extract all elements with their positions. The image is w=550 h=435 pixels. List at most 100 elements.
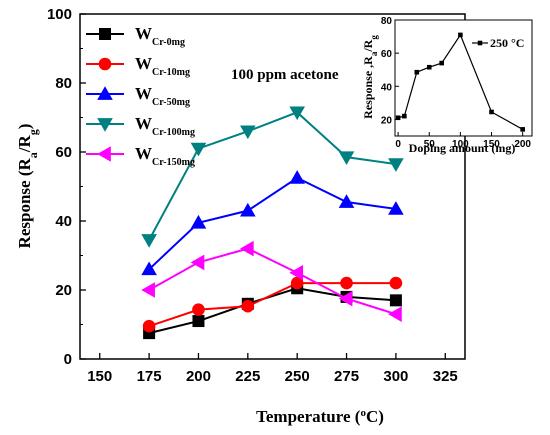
- inset-axis-ticks: 0 50 100 150 200 20 40 60 80: [381, 16, 532, 150]
- inset-x-tick-label: 0: [395, 139, 401, 150]
- x-tick-label: 250: [285, 368, 310, 385]
- legend-item: WCr-150mg: [86, 144, 195, 168]
- series-cr-50mg: [141, 170, 404, 276]
- inset-y-tick-label: 40: [381, 82, 393, 93]
- inset-legend: 250 °C: [472, 36, 524, 50]
- inset-x-tick-label: 150: [483, 139, 500, 150]
- series-line: [148, 176, 397, 271]
- series-cr-150mg: [141, 240, 402, 322]
- data-point: [142, 319, 156, 333]
- inset-plot-frame: [394, 19, 533, 137]
- data-point: [338, 290, 353, 307]
- legend-marker: [97, 146, 111, 162]
- x-tick-label: 300: [383, 368, 408, 385]
- data-point: [192, 315, 205, 328]
- data-point: [389, 276, 403, 290]
- y-tick-label: 40: [55, 213, 72, 230]
- data-point: [338, 151, 355, 165]
- inset-series-line: [397, 33, 523, 130]
- y-tick-label: 80: [55, 75, 72, 92]
- condition-annotation: 100 ppm acetone: [231, 67, 339, 83]
- series-cr-10mg: [142, 276, 403, 333]
- series-cr-100mg: [141, 106, 404, 248]
- series-line: [148, 247, 397, 316]
- y-tick-label: 0: [64, 351, 72, 368]
- data-point: [389, 294, 402, 307]
- data-point: [388, 201, 404, 215]
- data-point: [241, 299, 255, 313]
- legend: WCr-0mg WCr-10mg WCr-50mg WCr-100mg WCr-150m…: [86, 24, 195, 168]
- series-line: [148, 282, 396, 328]
- inset-y-tick-label: 60: [381, 49, 393, 60]
- inset-data-point: [402, 113, 407, 119]
- inset-legend-item: 250 °C: [472, 36, 524, 50]
- legend-item: WCr-10mg: [86, 54, 190, 78]
- x-tick-label: 175: [137, 368, 162, 385]
- inset-series-group: [395, 32, 525, 132]
- legend-label: WCr-150mg: [135, 144, 195, 168]
- legend-item: WCr-0mg: [86, 24, 185, 48]
- data-point: [190, 214, 207, 229]
- data-point: [141, 261, 157, 276]
- inset-x-tick-label: 100: [452, 139, 469, 150]
- data-point: [141, 282, 155, 298]
- data-point: [388, 158, 404, 172]
- y-tick-label: 20: [55, 282, 72, 299]
- legend-item: WCr-50mg: [86, 84, 190, 108]
- data-point: [340, 276, 353, 290]
- x-axis-title: Temperature (oC): [256, 407, 384, 426]
- series-line: [148, 287, 396, 335]
- data-point: [240, 240, 254, 257]
- x-tick-label: 275: [334, 368, 359, 385]
- inset-x-tick-label: 50: [424, 139, 436, 150]
- legend-marker: [97, 118, 113, 132]
- main-series-group: [141, 106, 404, 340]
- inset-data-point: [458, 32, 463, 38]
- data-point: [289, 106, 305, 121]
- x-tick-label: 325: [433, 368, 458, 385]
- legend-marker: [97, 86, 113, 100]
- inset-x-tick-label: 200: [514, 139, 531, 150]
- data-point: [338, 194, 355, 208]
- inset-series: [395, 32, 525, 132]
- y-axis-title: Response (Ra/Rg): [15, 124, 40, 249]
- inset-x-axis-title: Doping amount (mg): [409, 141, 516, 155]
- inset-data-point: [520, 127, 525, 132]
- x-tick-label: 150: [87, 368, 112, 385]
- inset-y-axis-title: Response ,Ra/Rg: [361, 35, 379, 119]
- data-point: [240, 125, 256, 140]
- inset-data-point: [414, 69, 420, 75]
- inset-legend-label: 250 °C: [490, 36, 524, 50]
- legend-label: WCr-0mg: [135, 24, 185, 48]
- data-point: [289, 264, 304, 281]
- series-line: [148, 111, 397, 241]
- legend-label: WCr-10mg: [135, 54, 190, 78]
- inset-data-point: [489, 109, 494, 115]
- data-point: [190, 142, 207, 157]
- inset-data-point: [395, 115, 401, 121]
- data-point: [290, 276, 304, 290]
- inset-y-tick-label: 20: [381, 115, 393, 126]
- legend-marker: [99, 28, 111, 40]
- x-tick-label: 225: [235, 368, 260, 385]
- legend-marker: [98, 57, 112, 71]
- data-point: [190, 254, 205, 271]
- data-point: [141, 234, 157, 248]
- legend-label: WCr-50mg: [135, 84, 190, 108]
- inset-plot: 0 50 100 150 200 20 40 60 80 Response ,Ra/Rg Dop…: [361, 16, 533, 155]
- series-cr-0mg: [143, 282, 402, 340]
- x-tick-label: 200: [186, 368, 211, 385]
- data-point: [388, 306, 402, 322]
- data-point: [289, 170, 305, 184]
- data-point: [192, 303, 205, 316]
- inset-legend-marker: [477, 40, 483, 46]
- y-tick-label: 100: [47, 6, 72, 23]
- inset-data-point: [439, 60, 445, 66]
- y-tick-label: 60: [55, 144, 72, 161]
- inset-y-tick-label: 80: [381, 16, 393, 27]
- inset-data-point: [426, 64, 432, 70]
- data-point: [240, 202, 256, 217]
